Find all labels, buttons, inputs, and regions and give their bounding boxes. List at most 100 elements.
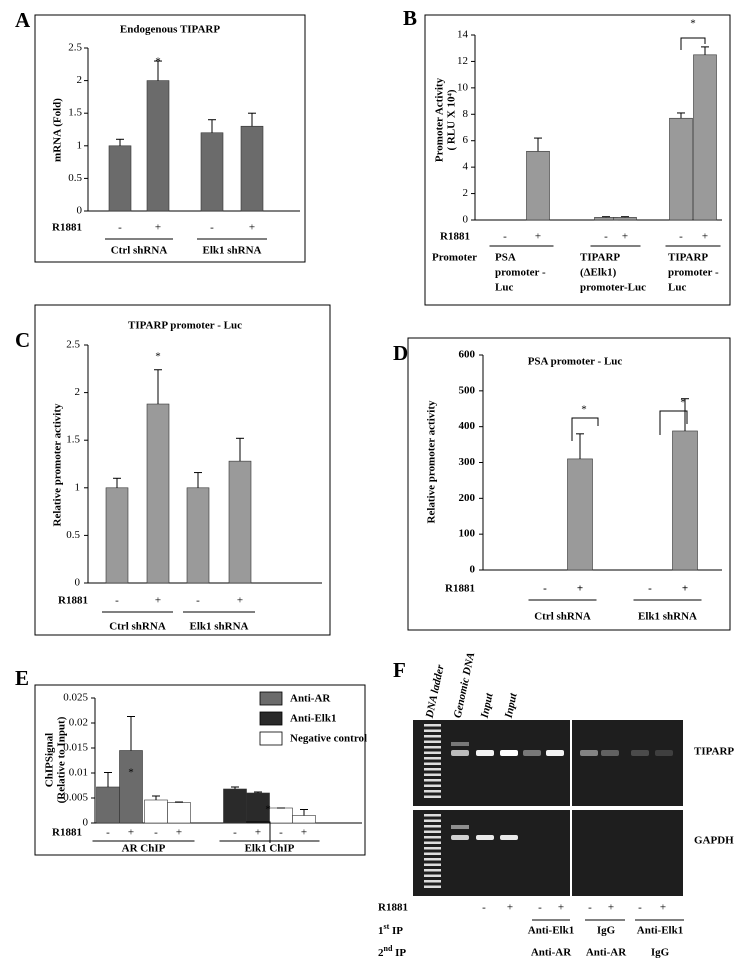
annotation: * [581, 404, 587, 416]
bracket [571, 417, 599, 441]
ip-sup: st [384, 922, 390, 931]
row-label: R1881 [52, 827, 82, 839]
panel-letter: F [393, 658, 406, 682]
group-label: Ctrl shRNA [534, 611, 591, 623]
annotation: * [690, 18, 696, 30]
error-bar [116, 138, 124, 146]
gel-treatments: - + - + - + - + [482, 902, 666, 914]
group-label: Elk1 shRNA [190, 621, 249, 633]
treatment-label: + [507, 902, 513, 914]
gel-band [424, 819, 441, 822]
bar [669, 117, 693, 221]
gel-band [424, 724, 441, 727]
treatment-label: + [608, 902, 614, 914]
bar [167, 802, 191, 824]
gel-band [424, 880, 441, 883]
antibody-label: Anti-AR [531, 947, 572, 959]
group-label: AR ChIP [122, 843, 166, 855]
panel-box [407, 337, 731, 631]
error-bar [154, 60, 162, 81]
gel-band [500, 750, 518, 756]
gene-label: GAPDH [694, 835, 734, 847]
row-label: R1881 [52, 222, 82, 234]
gel-band [546, 750, 564, 756]
y-axis-label: ( RLU X 10⁴) [446, 89, 458, 150]
x-tick-label: - [503, 231, 507, 243]
y-tick-label: 6 [463, 134, 469, 146]
gel-band [631, 750, 649, 756]
x-tick-label: - [106, 827, 110, 839]
bar [240, 125, 264, 212]
lane-label: DNA ladder [423, 663, 446, 720]
error-bar [576, 433, 584, 459]
gel-top [413, 720, 683, 806]
y-tick-label: 0 [463, 214, 469, 226]
y-tick-label: 500 [459, 384, 476, 396]
y-tick-label: 1 [77, 139, 83, 151]
antibody-label: Anti-Elk1 [528, 925, 574, 937]
y-tick-label: 8 [463, 108, 469, 120]
bar [223, 788, 247, 824]
y-tick-label: 2.5 [66, 339, 80, 351]
gel-band [580, 750, 598, 756]
ip-num: 2 [378, 947, 384, 959]
gel-band [424, 841, 441, 844]
gel-band [424, 779, 441, 782]
ip-text: IP [392, 947, 406, 959]
chart-title: TIPARP promoter - Luc [128, 320, 242, 332]
y-tick-label: 400 [459, 420, 476, 432]
gel-band [424, 740, 441, 743]
bracket [246, 821, 271, 843]
y-axis-label: Relative promoter activity [52, 403, 64, 526]
lane-label: Input [502, 691, 519, 720]
gel-bottom [413, 810, 683, 896]
y-tick-label: 0.015 [63, 742, 88, 754]
row-label: Promoter [432, 252, 477, 264]
bar [200, 132, 224, 212]
y-tick-label: 2 [75, 386, 81, 398]
row-label: R1881 [378, 902, 408, 914]
x-tick-label: - [233, 827, 237, 839]
panel-letter: B [403, 6, 417, 30]
error-bar [701, 46, 709, 55]
error-bar [208, 119, 216, 133]
lane-label: Input [478, 691, 495, 720]
x-tick-label: + [622, 231, 628, 243]
error-bar [236, 437, 244, 462]
bar [693, 54, 717, 221]
y-tick-label: 0 [77, 205, 83, 217]
gel-band [424, 784, 441, 787]
legend-swatch [259, 691, 283, 706]
x-tick-label: - [210, 222, 214, 234]
lane-label: Genomic DNA [452, 651, 478, 719]
error-bar [113, 477, 121, 488]
treatment-label: + [660, 902, 666, 914]
y-tick-label: 0.005 [63, 792, 88, 804]
error-bar [602, 216, 610, 218]
y-tick-label: 12 [457, 55, 468, 67]
annotation: * [680, 397, 686, 409]
y-tick-label: 1.5 [68, 107, 82, 119]
error-bar [152, 795, 160, 800]
gel-band [424, 874, 441, 877]
gel-band [424, 757, 441, 760]
y-tick-label: 1.5 [66, 434, 80, 446]
antibody-label: IgG [651, 947, 670, 959]
error-bar [534, 137, 542, 152]
error-bar [194, 472, 202, 488]
group-label: promoter - [668, 267, 719, 279]
legend-label: Anti-AR [290, 693, 331, 705]
gel-band [424, 847, 441, 850]
x-tick-label: - [279, 827, 283, 839]
group-label: TIPARP [580, 252, 620, 264]
y-tick-label: 2 [463, 187, 469, 199]
x-tick-label: + [249, 222, 255, 234]
y-axis-label: ChIPSignal [44, 733, 56, 787]
group-label: Elk1 shRNA [638, 611, 697, 623]
gel-band [451, 750, 469, 756]
bar [108, 145, 132, 212]
bar [672, 430, 698, 571]
x-tick-label: - [196, 595, 200, 607]
bar [146, 403, 170, 584]
